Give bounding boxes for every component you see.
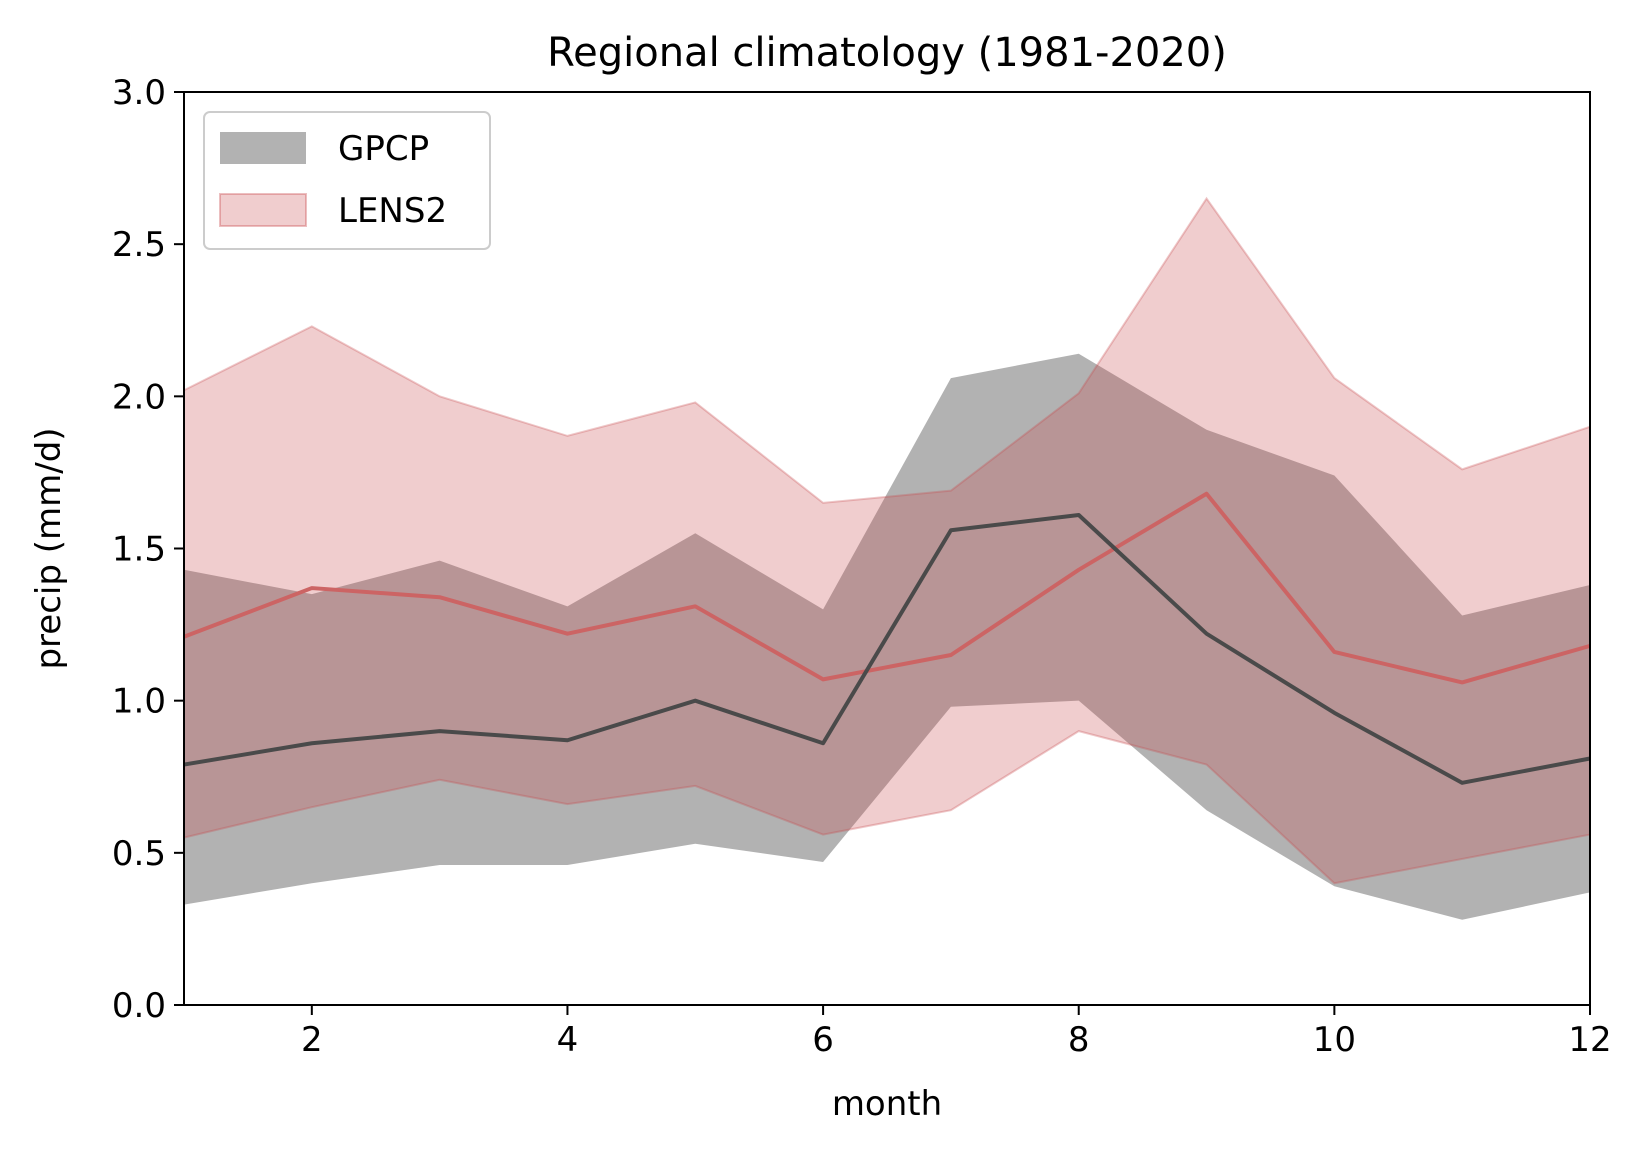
gpcp-mean-line <box>183 513 1591 785</box>
y-tick-label: 2.0 <box>112 377 166 417</box>
y-tick-label: 0.5 <box>112 834 166 874</box>
legend-swatch-gpcp <box>220 132 306 164</box>
y-tick-label: 2.5 <box>112 225 166 265</box>
line-layer <box>183 491 1591 785</box>
legend-swatch-lens2 <box>219 193 307 227</box>
x-axis: 2 4 6 8 10 12 <box>301 1005 1612 1060</box>
legend: GPCP LENS2 <box>203 111 491 250</box>
x-tick-label: 4 <box>557 1020 579 1060</box>
x-tick-label: 6 <box>812 1020 834 1060</box>
y-axis-title: precip (mm/d) <box>29 427 69 669</box>
y-tick-label: 1.5 <box>112 530 166 570</box>
y-tick-label: 1.0 <box>112 682 166 722</box>
lens2-mean-line <box>183 491 1591 685</box>
y-tick-label: 3.0 <box>112 73 166 113</box>
y-axis: 0.0 0.5 1.0 1.5 2.0 2.5 3.0 <box>112 73 184 1026</box>
legend-label-gpcp: GPCP <box>338 129 429 169</box>
x-tick-label: 8 <box>1068 1020 1090 1060</box>
x-tick-label: 12 <box>1568 1020 1611 1060</box>
legend-label-lens2: LENS2 <box>338 191 447 231</box>
x-tick-label: 2 <box>301 1020 323 1060</box>
y-tick-label: 0.0 <box>112 986 166 1026</box>
x-tick-label: 10 <box>1313 1020 1356 1060</box>
chart-title: Regional climatology (1981-2020) <box>547 30 1227 76</box>
x-axis-title: month <box>832 1084 942 1124</box>
